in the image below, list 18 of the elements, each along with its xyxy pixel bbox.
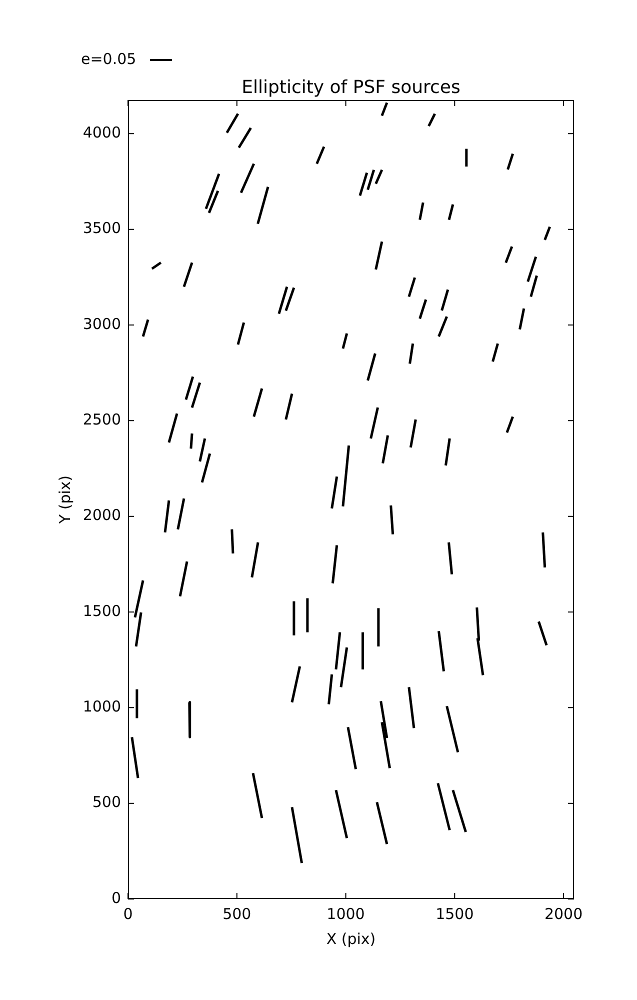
y-tick-label: 3000 — [82, 314, 121, 333]
x-tick-label: 2000 — [544, 904, 583, 923]
y-tick-label: 1000 — [82, 698, 121, 716]
x-tick-label: 1000 — [326, 904, 365, 923]
text: e=0.05 — [81, 50, 136, 68]
x-tick-label: 500 — [222, 904, 252, 923]
y-tick-label: 2000 — [82, 506, 121, 524]
y-tick-label: 4000 — [82, 124, 121, 142]
x-tick-label: 1500 — [436, 904, 474, 923]
y-tick-label: 2500 — [82, 410, 121, 429]
x-tick-label: 0 — [123, 904, 133, 923]
y-tick-label: 0 — [111, 888, 121, 907]
y-tick-label: 500 — [92, 793, 121, 812]
chart-title: Ellipticity of PSF sources — [242, 77, 460, 98]
y-tick-label: 3500 — [82, 219, 121, 238]
y-tick-label: 1500 — [82, 602, 121, 620]
y-axis-title: Y (pix) — [56, 475, 74, 525]
x-axis-title: X (pix) — [326, 930, 376, 948]
